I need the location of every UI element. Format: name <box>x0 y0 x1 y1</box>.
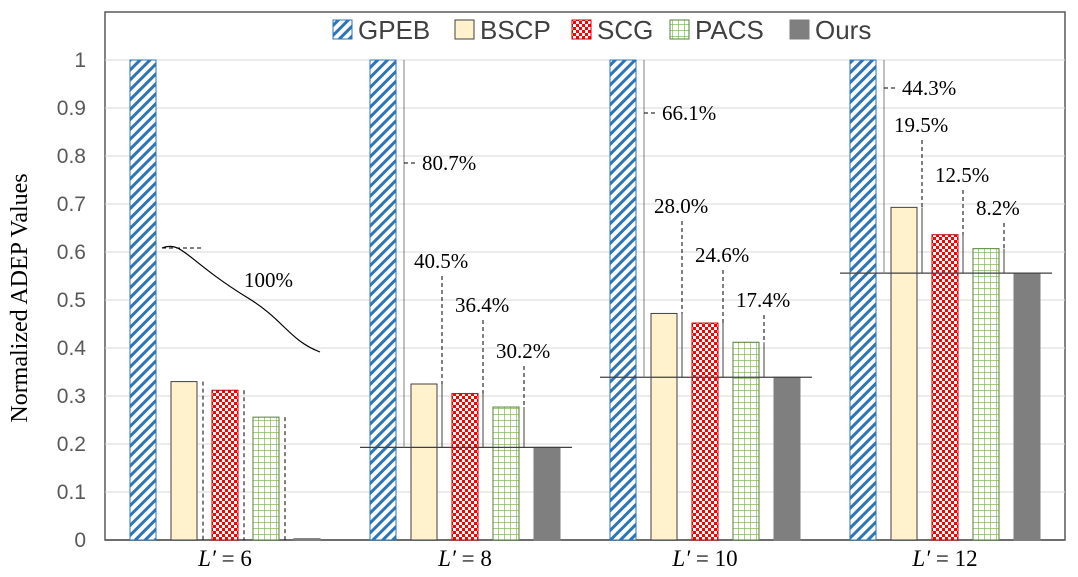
y-tick-label: 0.3 <box>57 385 86 408</box>
bar-bscp <box>890 206 918 541</box>
bar-pacs <box>732 341 760 541</box>
bars <box>129 59 1041 541</box>
annotation-label: 17.4% <box>736 288 790 312</box>
x-category-label: L′ = 6 <box>197 546 252 571</box>
annotation-label: 44.3% <box>902 76 956 100</box>
y-axis-label: Normalized ADEP Values <box>7 173 33 422</box>
legend: GPEB BSCP SCG PACS Ours <box>332 15 871 45</box>
bar-gpeb <box>369 59 397 541</box>
bar-gpeb <box>609 59 637 541</box>
bar-ours <box>533 446 561 541</box>
category-italic: L′ <box>197 546 217 571</box>
y-tick-label: 0.5 <box>57 289 86 312</box>
y-tick-label: 0.9 <box>57 97 86 120</box>
x-category-label: L′ = 8 <box>437 546 492 571</box>
bar-bscp <box>650 312 678 541</box>
legend-label: PACS <box>695 15 764 45</box>
x-axis-categories: L′ = 6 L′ = 8 L′ = 10 L′ = 12 <box>197 546 978 571</box>
bar-gpeb <box>129 59 157 541</box>
annotation-label: 100% <box>244 268 293 292</box>
y-tick-label: 0.4 <box>57 337 87 360</box>
annotation-label: 8.2% <box>976 196 1020 220</box>
category-rest: = 6 <box>216 546 252 571</box>
category-rest: = 10 <box>690 546 737 571</box>
annotation-label: 40.5% <box>414 249 468 273</box>
legend-swatch-pacs <box>669 19 690 40</box>
bar-scg <box>691 322 719 541</box>
bar-pacs <box>252 416 280 541</box>
y-tick-label: 0.2 <box>57 433 86 456</box>
legend-label: Ours <box>815 15 871 45</box>
legend-swatch-ours <box>789 19 810 40</box>
category-italic: L′ <box>671 546 691 571</box>
annotation-label: 66.1% <box>662 101 716 125</box>
legend-swatch-scg <box>571 19 592 40</box>
y-tick-label: 0.1 <box>57 481 86 504</box>
annotation-label: 12.5% <box>935 163 989 187</box>
bar-gpeb <box>849 59 877 541</box>
category-italic: L′ <box>437 546 457 571</box>
legend-swatch-gpeb <box>332 19 353 40</box>
annotation-label: 28.0% <box>654 194 708 218</box>
bar-scg <box>931 234 959 541</box>
y-axis-ticks: 0 0.1 0.2 0.3 0.4 0.5 0.6 0.7 0.8 0.9 1 <box>57 49 87 552</box>
y-tick-label: 1 <box>74 49 86 72</box>
y-tick-label: 0.8 <box>57 145 86 168</box>
bar-ours <box>1013 272 1041 541</box>
bar-scg <box>211 389 239 541</box>
category-rest: = 12 <box>930 546 977 571</box>
legend-label: BSCP <box>480 15 551 45</box>
bar-ours <box>293 538 321 541</box>
x-category-label: L′ = 10 <box>671 546 737 571</box>
bar-ours <box>773 376 801 541</box>
brace <box>161 245 321 353</box>
category-italic: L′ <box>911 546 931 571</box>
annotation-label: 24.6% <box>695 243 749 267</box>
x-category-label: L′ = 12 <box>911 546 977 571</box>
category-rest: = 8 <box>456 546 492 571</box>
bar-bscp <box>410 383 438 541</box>
bar-pacs <box>492 406 520 541</box>
legend-swatch-bscp <box>454 19 475 40</box>
legend-label: SCG <box>597 15 653 45</box>
annotation-label: 80.7% <box>422 151 476 175</box>
bar-pacs <box>972 248 1000 541</box>
y-tick-label: 0.7 <box>57 193 86 216</box>
legend-label: GPEB <box>358 15 430 45</box>
bar-bscp <box>170 381 198 541</box>
annotation-label: 36.4% <box>455 293 509 317</box>
y-tick-label: 0 <box>74 529 86 552</box>
annotation-label: 19.5% <box>894 113 948 137</box>
y-tick-label: 0.6 <box>57 241 86 264</box>
bar-scg <box>451 393 479 541</box>
annotations: 100% 80.7% 40.5% 36.4% 30.2% 66.1% 28.0% 24.6% 1… <box>161 60 1052 540</box>
annotation-label: 30.2% <box>496 339 550 363</box>
